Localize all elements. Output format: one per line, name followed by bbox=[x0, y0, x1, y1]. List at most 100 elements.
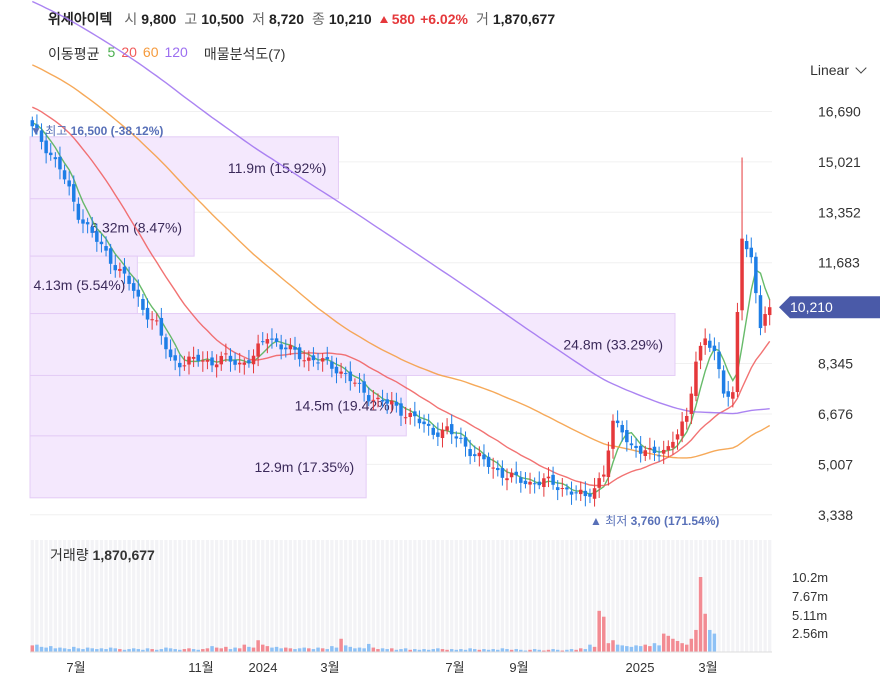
volume-grid-stripe bbox=[191, 540, 196, 652]
volume-grid-stripe bbox=[634, 540, 638, 652]
volume-bar bbox=[242, 644, 247, 652]
volume-bar bbox=[652, 643, 657, 652]
candle-body bbox=[537, 481, 542, 486]
volume-bar bbox=[219, 648, 224, 652]
volume-grid-stripe bbox=[99, 540, 104, 652]
candle-body bbox=[698, 345, 703, 361]
candle-body bbox=[343, 373, 348, 375]
x-tick-label: 2025 bbox=[626, 660, 655, 675]
candle-body bbox=[496, 467, 500, 471]
candle-body bbox=[767, 307, 772, 316]
candle-body bbox=[205, 359, 210, 362]
x-tick-label: 3월 bbox=[320, 660, 339, 675]
volume-bar bbox=[560, 650, 565, 652]
volume-grid-stripe bbox=[463, 540, 468, 652]
volume-grid-stripe bbox=[265, 540, 269, 652]
open-label: 시 bbox=[124, 11, 138, 27]
volume-bar bbox=[127, 649, 131, 652]
volume-bar bbox=[385, 649, 389, 652]
candle-body bbox=[108, 248, 113, 264]
volume-grid-stripe bbox=[611, 540, 615, 652]
candle-body bbox=[763, 314, 767, 326]
volume-profile-label: 24.8m (33.29%) bbox=[563, 337, 663, 353]
candle-body bbox=[44, 140, 48, 154]
candle-body bbox=[76, 203, 81, 220]
volume-bar bbox=[565, 649, 569, 652]
candle-body bbox=[247, 360, 251, 364]
volume-grid-stripe bbox=[113, 540, 117, 652]
volume-bar bbox=[454, 649, 459, 652]
volume-bar bbox=[182, 649, 187, 652]
candle-body bbox=[348, 371, 353, 382]
volume-grid-stripe bbox=[353, 540, 357, 652]
volume-bar bbox=[491, 649, 495, 652]
volume-grid-stripe bbox=[39, 540, 44, 652]
volume-profile-label[interactable]: 매물분석도(7) bbox=[203, 46, 286, 62]
candle-body bbox=[297, 347, 302, 360]
candle-body bbox=[118, 268, 122, 271]
volume-bar bbox=[311, 649, 316, 652]
volume-grid-stripe bbox=[445, 540, 449, 652]
volume-bar bbox=[514, 649, 518, 652]
volume-grid-stripe bbox=[546, 540, 551, 652]
candle-body bbox=[449, 424, 454, 435]
candle-body bbox=[173, 355, 177, 361]
volume-bar bbox=[320, 648, 325, 652]
ma120-label[interactable]: 120 bbox=[164, 44, 188, 60]
candle-body bbox=[482, 454, 486, 460]
volume-grid-stripe bbox=[427, 540, 431, 652]
volume-grid-stripe bbox=[321, 540, 325, 652]
candle-body bbox=[666, 446, 671, 451]
volume-bar bbox=[482, 649, 486, 652]
volume-bar bbox=[463, 649, 468, 652]
candle-body bbox=[307, 357, 311, 361]
y-tick-label: 5,007 bbox=[818, 456, 853, 472]
candle-body bbox=[274, 338, 279, 342]
volume-y-tick-label: 7.67m bbox=[792, 589, 828, 604]
change-value: 580 bbox=[391, 11, 416, 27]
volume-bar bbox=[592, 646, 597, 652]
volume-bar bbox=[532, 649, 537, 652]
volume-grid-stripe bbox=[44, 540, 48, 652]
change-percent: +6.02% bbox=[420, 11, 468, 27]
ma60-label[interactable]: 60 bbox=[142, 44, 159, 60]
volume-bar bbox=[95, 649, 99, 652]
volume-bar bbox=[376, 649, 380, 652]
volume-bar bbox=[578, 648, 583, 652]
volume-bar bbox=[251, 647, 256, 652]
moving-average-legend[interactable]: 이동평균 5 20 60 120 매물분석도(7) bbox=[48, 44, 285, 64]
candle-body bbox=[251, 355, 256, 365]
volume-bar bbox=[597, 610, 601, 652]
candle-body bbox=[643, 450, 648, 456]
candle-body bbox=[611, 420, 615, 449]
volume-bar bbox=[408, 649, 412, 652]
volume-grid-stripe bbox=[385, 540, 389, 652]
volume-grid-stripe bbox=[58, 540, 62, 652]
ma20-label[interactable]: 20 bbox=[121, 44, 137, 60]
scale-dropdown[interactable]: Linear bbox=[810, 62, 867, 78]
volume-grid-stripe bbox=[339, 540, 343, 652]
candle-body bbox=[583, 490, 588, 497]
y-tick-label: 11,683 bbox=[818, 255, 860, 271]
volume-grid-stripe bbox=[652, 540, 657, 652]
volume-bar bbox=[431, 649, 436, 652]
volume-bar bbox=[279, 648, 283, 652]
candle-body bbox=[58, 156, 62, 170]
ma5-label[interactable]: 5 bbox=[107, 44, 116, 60]
volume-bar bbox=[35, 644, 39, 652]
volume-grid-stripe bbox=[629, 540, 634, 652]
volume-bar bbox=[555, 649, 560, 652]
high-value: 10,500 bbox=[201, 11, 245, 27]
volume-y-tick-label: 10.2m bbox=[792, 570, 828, 585]
volume-grid-stripe bbox=[514, 540, 518, 652]
candle-body bbox=[638, 445, 643, 454]
volume-bar bbox=[459, 649, 463, 652]
volume-bar bbox=[569, 649, 574, 652]
volume-bar bbox=[196, 649, 200, 652]
candle-body bbox=[104, 246, 108, 251]
volume-grid-stripe bbox=[657, 540, 661, 652]
volume-bar bbox=[348, 646, 353, 652]
x-tick-label: 2024 bbox=[249, 660, 278, 675]
volume-grid-stripe bbox=[588, 540, 592, 652]
